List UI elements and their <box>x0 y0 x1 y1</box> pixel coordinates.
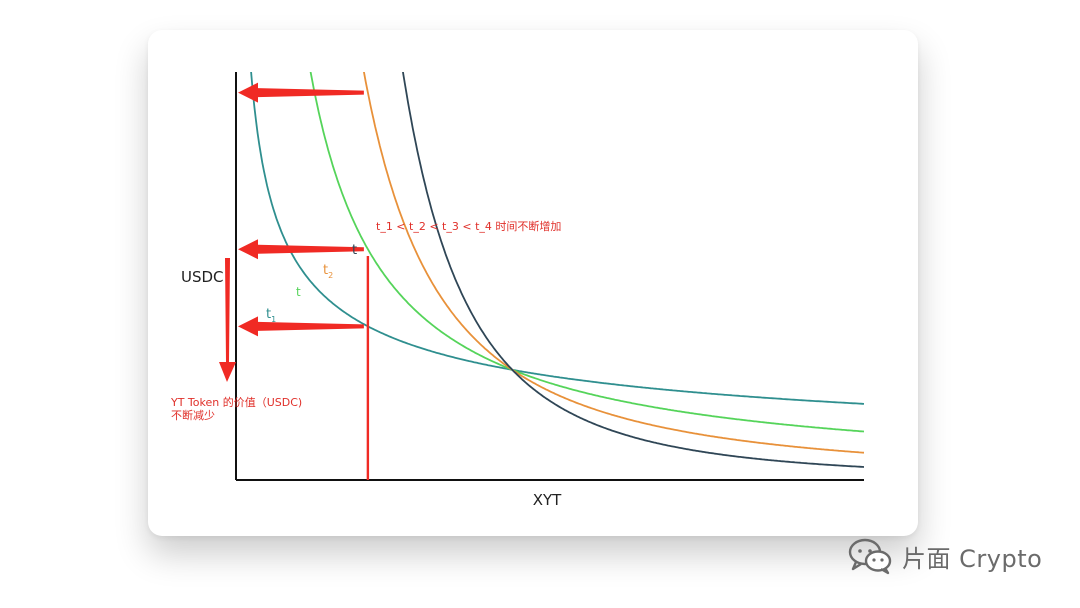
value-arrow-t2 <box>238 239 364 260</box>
curve-label-t3: t2 <box>323 263 333 280</box>
curve-label-t4: t <box>352 243 357 258</box>
wechat-icon <box>848 538 892 575</box>
time-order-annotation: t_1 < t_2 < t_3 < t_4 时间不断增加 <box>376 219 561 233</box>
y-axis-label: USDC <box>181 268 224 286</box>
curve-labels: t1 t t2 t <box>266 243 357 324</box>
curves-group <box>250 72 864 468</box>
arrows-group <box>238 82 364 337</box>
curve-t3 <box>363 72 864 454</box>
decrease-arrow <box>219 258 236 382</box>
value-decrease-annotation: YT Token 的价值（USDC) <box>170 395 302 409</box>
value-arrow-t3 <box>238 82 364 103</box>
value-decrease-annotation-2: 不断减少 <box>171 408 215 422</box>
watermark-text: 片面 Crypto <box>902 544 1043 573</box>
curve-t4 <box>402 72 864 468</box>
curve-label-t1: t1 <box>266 307 276 324</box>
curve-label-t2: t <box>296 285 301 299</box>
curve-t1 <box>250 72 864 405</box>
curve-t2 <box>309 72 864 433</box>
chart-card <box>148 30 918 536</box>
value-arrow-t1 <box>238 316 364 337</box>
x-axis-label: XYT <box>533 491 562 509</box>
watermark: 片面 Crypto <box>846 536 1042 576</box>
